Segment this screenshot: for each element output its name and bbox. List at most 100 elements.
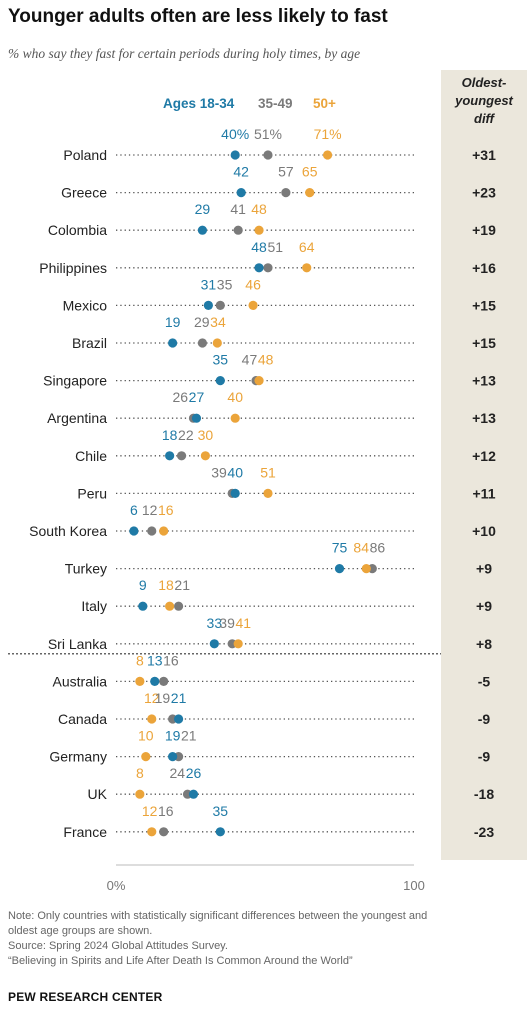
source-line: Source: Spring 2024 Global Attitudes Sur… <box>8 940 228 952</box>
value-label-france-18-34: 35 <box>213 803 229 819</box>
dot-mexico-18-34 <box>203 300 213 310</box>
value-label-australia-35-49: 16 <box>163 652 179 668</box>
diff-value-mexico: +15 <box>472 297 496 313</box>
dot-colombia-35-49 <box>233 225 243 235</box>
diff-value-canada: -9 <box>478 711 491 727</box>
chart-title: Younger adults often are less likely to … <box>8 6 388 27</box>
dot-south-korea-35-49 <box>147 526 157 536</box>
value-label-canada-18-34: 21 <box>171 690 187 706</box>
dot-italy-35-49 <box>173 601 184 611</box>
dot-greece-50plus <box>305 188 315 198</box>
dot-france-18-34 <box>215 827 225 837</box>
dot-greece-35-49 <box>281 188 291 198</box>
value-label-singapore-35-49: 47 <box>242 352 258 368</box>
legend-label-50-plus: 50+ <box>313 96 336 111</box>
notes: Note: Only countries with statistically … <box>8 909 427 969</box>
value-label-chile-35-49: 22 <box>178 427 194 443</box>
diff-value-france: -23 <box>474 824 494 840</box>
dot-australia-50plus <box>135 676 145 687</box>
value-label-turkey-50plus: 84 <box>353 540 369 556</box>
country-label-singapore: Singapore <box>43 373 107 389</box>
diff-value-greece: +23 <box>472 185 496 201</box>
country-label-france: France <box>63 824 107 840</box>
dot-singapore-18-34 <box>215 376 225 386</box>
dot-turkey-18-34 <box>334 564 345 574</box>
country-label-peru: Peru <box>77 485 107 501</box>
value-label-philippines-18-34: 48 <box>251 239 267 255</box>
value-label-peru-18-34: 40 <box>227 464 243 480</box>
diff-header-line-3: diff <box>474 111 494 126</box>
value-label-uk-18-34: 26 <box>186 765 202 781</box>
dot-uk-50plus <box>135 789 145 799</box>
value-label-argentina-50plus: 40 <box>227 389 243 405</box>
diff-header-line-1: Oldest- <box>461 75 507 90</box>
dot-south-korea-50plus <box>159 526 169 536</box>
value-label-greece-35-49: 57 <box>278 164 294 180</box>
value-label-sri-lanka-18-34: 33 <box>207 615 223 631</box>
country-label-brazil: Brazil <box>72 335 107 351</box>
country-label-philippines: Philippines <box>39 260 107 276</box>
value-label-germany-18-34: 19 <box>165 728 181 744</box>
note-line-2: oldest age groups are shown. <box>8 925 153 937</box>
dot-italy-50plus <box>165 601 175 611</box>
report-title-line: “Believing in Spirits and Life After Dea… <box>8 955 353 967</box>
country-label-chile: Chile <box>75 448 107 464</box>
legend-label-18-34: Ages 18-34 <box>163 96 235 111</box>
dot-brazil-18-34 <box>168 338 178 348</box>
country-label-turkey: Turkey <box>65 561 107 577</box>
diff-column-header: Oldest- youngest diff <box>441 74 527 128</box>
value-label-turkey-18-34: 75 <box>332 540 348 556</box>
value-label-peru-35-49: 39 <box>211 464 227 480</box>
country-label-argentina: Argentina <box>47 410 107 426</box>
dot-poland-35-49 <box>263 150 273 160</box>
value-label-turkey-35-49: 86 <box>370 540 386 556</box>
dot-australia-18-34 <box>150 676 160 687</box>
chart-subtitle: % who say they fast for certain periods … <box>8 46 361 61</box>
value-label-uk-35-49: 24 <box>169 765 185 781</box>
value-label-sri-lanka-35-49: 39 <box>219 615 235 631</box>
value-label-italy-18-34: 9 <box>139 577 147 593</box>
value-label-south-korea-18-34: 6 <box>130 502 138 518</box>
value-label-chile-18-34: 18 <box>162 427 178 443</box>
dot-chile-35-49 <box>176 451 187 461</box>
diff-value-italy: +9 <box>476 598 492 614</box>
value-label-germany-50plus: 10 <box>138 728 154 744</box>
country-label-germany: Germany <box>49 749 107 765</box>
country-label-colombia: Colombia <box>48 222 107 238</box>
value-label-brazil-35-49: 29 <box>194 314 210 330</box>
dot-colombia-50plus <box>254 225 264 235</box>
value-label-colombia-18-34: 29 <box>195 201 211 217</box>
country-label-sri-lanka: Sri Lanka <box>48 636 107 652</box>
note-line-1: Note: Only countries with statistically … <box>8 910 428 922</box>
dot-peru-18-34 <box>230 488 240 498</box>
value-label-france-50plus: 12 <box>142 803 158 819</box>
dot-germany-18-34 <box>168 752 178 762</box>
value-label-poland-18-34: 40% <box>221 126 249 142</box>
diff-value-brazil: +15 <box>472 335 496 351</box>
dot-germany-50plus <box>141 752 151 762</box>
dot-philippines-35-49 <box>263 263 273 273</box>
dot-philippines-50plus <box>302 263 312 273</box>
value-label-france-35-49: 16 <box>158 803 174 819</box>
value-label-mexico-18-34: 31 <box>201 276 217 292</box>
value-label-poland-35-49: 51% <box>254 126 282 142</box>
value-label-south-korea-35-49: 12 <box>142 502 158 518</box>
dot-sri-lanka-50plus <box>233 639 243 649</box>
diff-value-philippines: +16 <box>472 260 496 276</box>
value-label-singapore-50plus: 48 <box>258 352 274 368</box>
dot-argentina-50plus <box>230 413 240 423</box>
value-label-argentina-18-34: 27 <box>189 389 205 405</box>
diff-value-australia: -5 <box>478 673 491 689</box>
dot-sri-lanka-18-34 <box>209 639 219 649</box>
value-label-italy-35-49: 21 <box>174 577 190 593</box>
value-label-mexico-50plus: 46 <box>245 276 261 292</box>
value-label-philippines-35-49: 51 <box>267 239 283 255</box>
value-label-singapore-18-34: 35 <box>213 352 229 368</box>
dot-chile-18-34 <box>165 451 175 461</box>
dot-brazil-35-49 <box>197 338 208 348</box>
dot-poland-50plus <box>322 150 333 160</box>
value-label-peru-50plus: 51 <box>260 464 276 480</box>
value-label-greece-50plus: 65 <box>302 164 318 180</box>
value-label-sri-lanka-50plus: 41 <box>236 615 252 631</box>
